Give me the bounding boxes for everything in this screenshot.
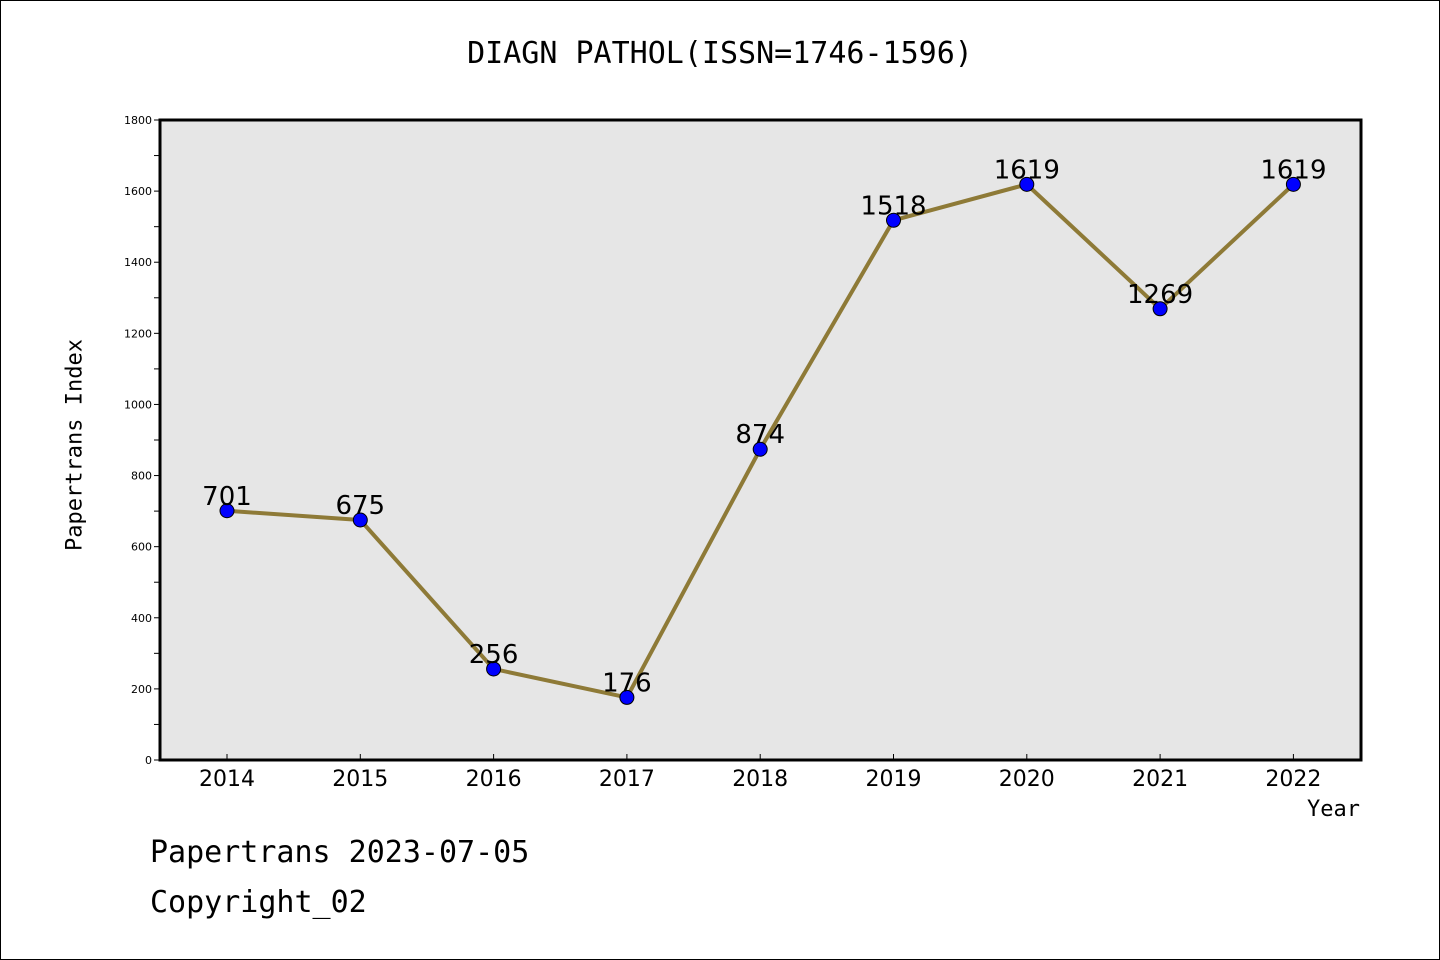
x-tick-label: 2017 [599,767,655,792]
data-label: 1518 [860,191,926,221]
data-labels: 701 675 256 176 874 1518 1619 1269 1619 [202,155,1326,698]
data-point [1285,176,1301,192]
footer-copyright: Copyright_02 [150,885,367,920]
data-point [1152,301,1168,317]
data-label: 701 [202,482,252,512]
chart-title: DIAGN PATHOL(ISSN=1746-1596) [467,36,973,71]
y-tick-label: 1000 [124,398,152,411]
x-tick-label: 2015 [332,767,388,792]
data-point [752,441,768,457]
data-label: 1619 [994,155,1060,185]
x-tick-label: 2019 [866,767,922,792]
x-tick-label: 2016 [466,767,522,792]
y-tick-label: 200 [131,683,152,696]
y-tick-label: 800 [131,470,152,483]
data-label: 176 [602,668,652,698]
y-tick-label: 1800 [124,114,152,127]
data-markers [219,176,1301,705]
data-label: 1619 [1260,155,1326,185]
x-tick-label: 2014 [199,767,255,792]
data-point [886,212,901,228]
footer-date: Papertrans 2023-07-05 [150,835,530,870]
x-axis-label: Year [1307,797,1360,822]
data-point [1019,176,1035,192]
x-tick-label: 2018 [732,767,788,792]
data-label: 1269 [1127,280,1193,310]
data-point [352,512,368,528]
data-label: 874 [735,420,785,450]
x-axis: 2014 2015 2016 2017 2018 2019 2020 2021 2022 [199,754,1321,792]
x-tick-label: 2020 [999,767,1055,792]
data-point [219,503,235,519]
data-point [486,661,502,677]
plot-area [158,118,1363,762]
y-tick-label: 1200 [124,327,152,340]
data-label: 675 [335,491,385,521]
y-tick-label: 400 [131,612,152,625]
x-tick-label: 2021 [1132,767,1188,792]
y-tick-label: 600 [131,541,152,554]
y-tick-label: 1400 [124,256,152,269]
x-tick-label: 2022 [1265,767,1321,792]
y-tick-label: 1600 [124,185,152,198]
data-label: 256 [469,640,519,670]
data-point [619,689,635,705]
y-tick-label: 0 [145,754,152,767]
y-axis: 0 200 400 600 800 1000 1200 1400 1600 1800 [124,114,160,767]
